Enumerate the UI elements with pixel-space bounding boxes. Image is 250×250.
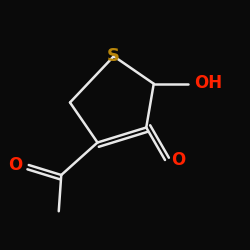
Text: O: O bbox=[171, 151, 186, 169]
Text: OH: OH bbox=[194, 74, 222, 92]
Text: O: O bbox=[8, 156, 22, 174]
Text: S: S bbox=[107, 47, 120, 65]
